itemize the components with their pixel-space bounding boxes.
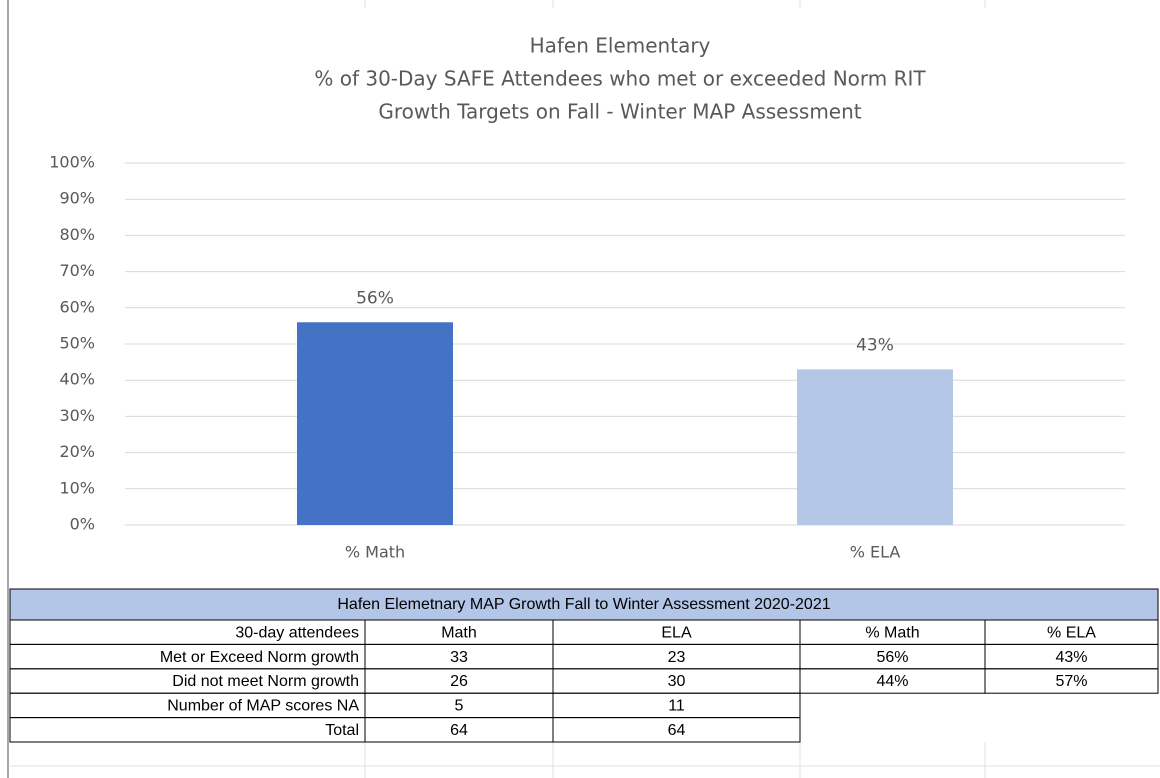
table-cell-text: 64 [450, 722, 468, 739]
table-cell-text: 43% [1055, 649, 1087, 666]
table-cell-text: 11 [668, 698, 685, 715]
table-cell-text: 30-day attendees [235, 624, 359, 641]
y-tick-label: 40% [59, 370, 95, 389]
table-cell-text: Number of MAP scores NA [167, 698, 359, 715]
bar [297, 322, 453, 525]
table-cell-text: 56% [876, 649, 908, 666]
bar [797, 369, 953, 525]
y-tick-label: 80% [59, 225, 95, 244]
table-cell-text: 33 [450, 649, 468, 666]
y-tick-label: 20% [59, 442, 95, 461]
x-tick-label: % ELA [850, 543, 901, 562]
table-cell-text: 64 [668, 722, 686, 739]
table-cell-text: % Math [865, 624, 919, 641]
table-cell-text: Math [441, 624, 477, 641]
table-cell-text: % ELA [1047, 624, 1096, 641]
table-cell-text: 30 [668, 673, 686, 690]
y-tick-label: 0% [70, 515, 95, 534]
table-cell-text: 23 [668, 649, 686, 666]
chart-title: Growth Targets on Fall - Winter MAP Asse… [378, 100, 861, 124]
data-label: 43% [856, 335, 894, 355]
table-cell [9, 717, 366, 743]
table-cell [552, 717, 801, 743]
sheet-gridlines [10, 0, 1160, 778]
y-tick-label: 30% [59, 406, 95, 425]
y-tick-label: 70% [59, 261, 95, 280]
table-cell-text: ELA [661, 624, 692, 641]
y-tick-label: 10% [59, 478, 95, 497]
table-cell-text: Met or Exceed Norm growth [160, 649, 359, 666]
table-cell [984, 668, 1159, 694]
table-cell-text: Did not meet Norm growth [172, 673, 359, 690]
table-cell-text: 44% [876, 673, 908, 690]
y-tick-label: 50% [59, 334, 95, 353]
y-tick-label: 100% [49, 153, 95, 172]
y-tick-label: 90% [59, 189, 95, 208]
table-cell-text: 5 [455, 698, 464, 715]
data-label: 56% [356, 288, 394, 308]
table-cell-text: 26 [450, 673, 468, 690]
x-tick-label: % Math [345, 543, 405, 562]
chart-title: Hafen Elementary [530, 34, 711, 58]
chart-title: % of 30-Day SAFE Attendees who met or ex… [314, 67, 926, 91]
table-cell-text: Total [325, 722, 359, 739]
y-tick-label: 60% [59, 297, 95, 316]
table-title-cell [9, 588, 1159, 621]
table-title: Hafen Elemetnary MAP Growth Fall to Wint… [337, 596, 830, 613]
table-cell-text: 57% [1055, 673, 1087, 690]
